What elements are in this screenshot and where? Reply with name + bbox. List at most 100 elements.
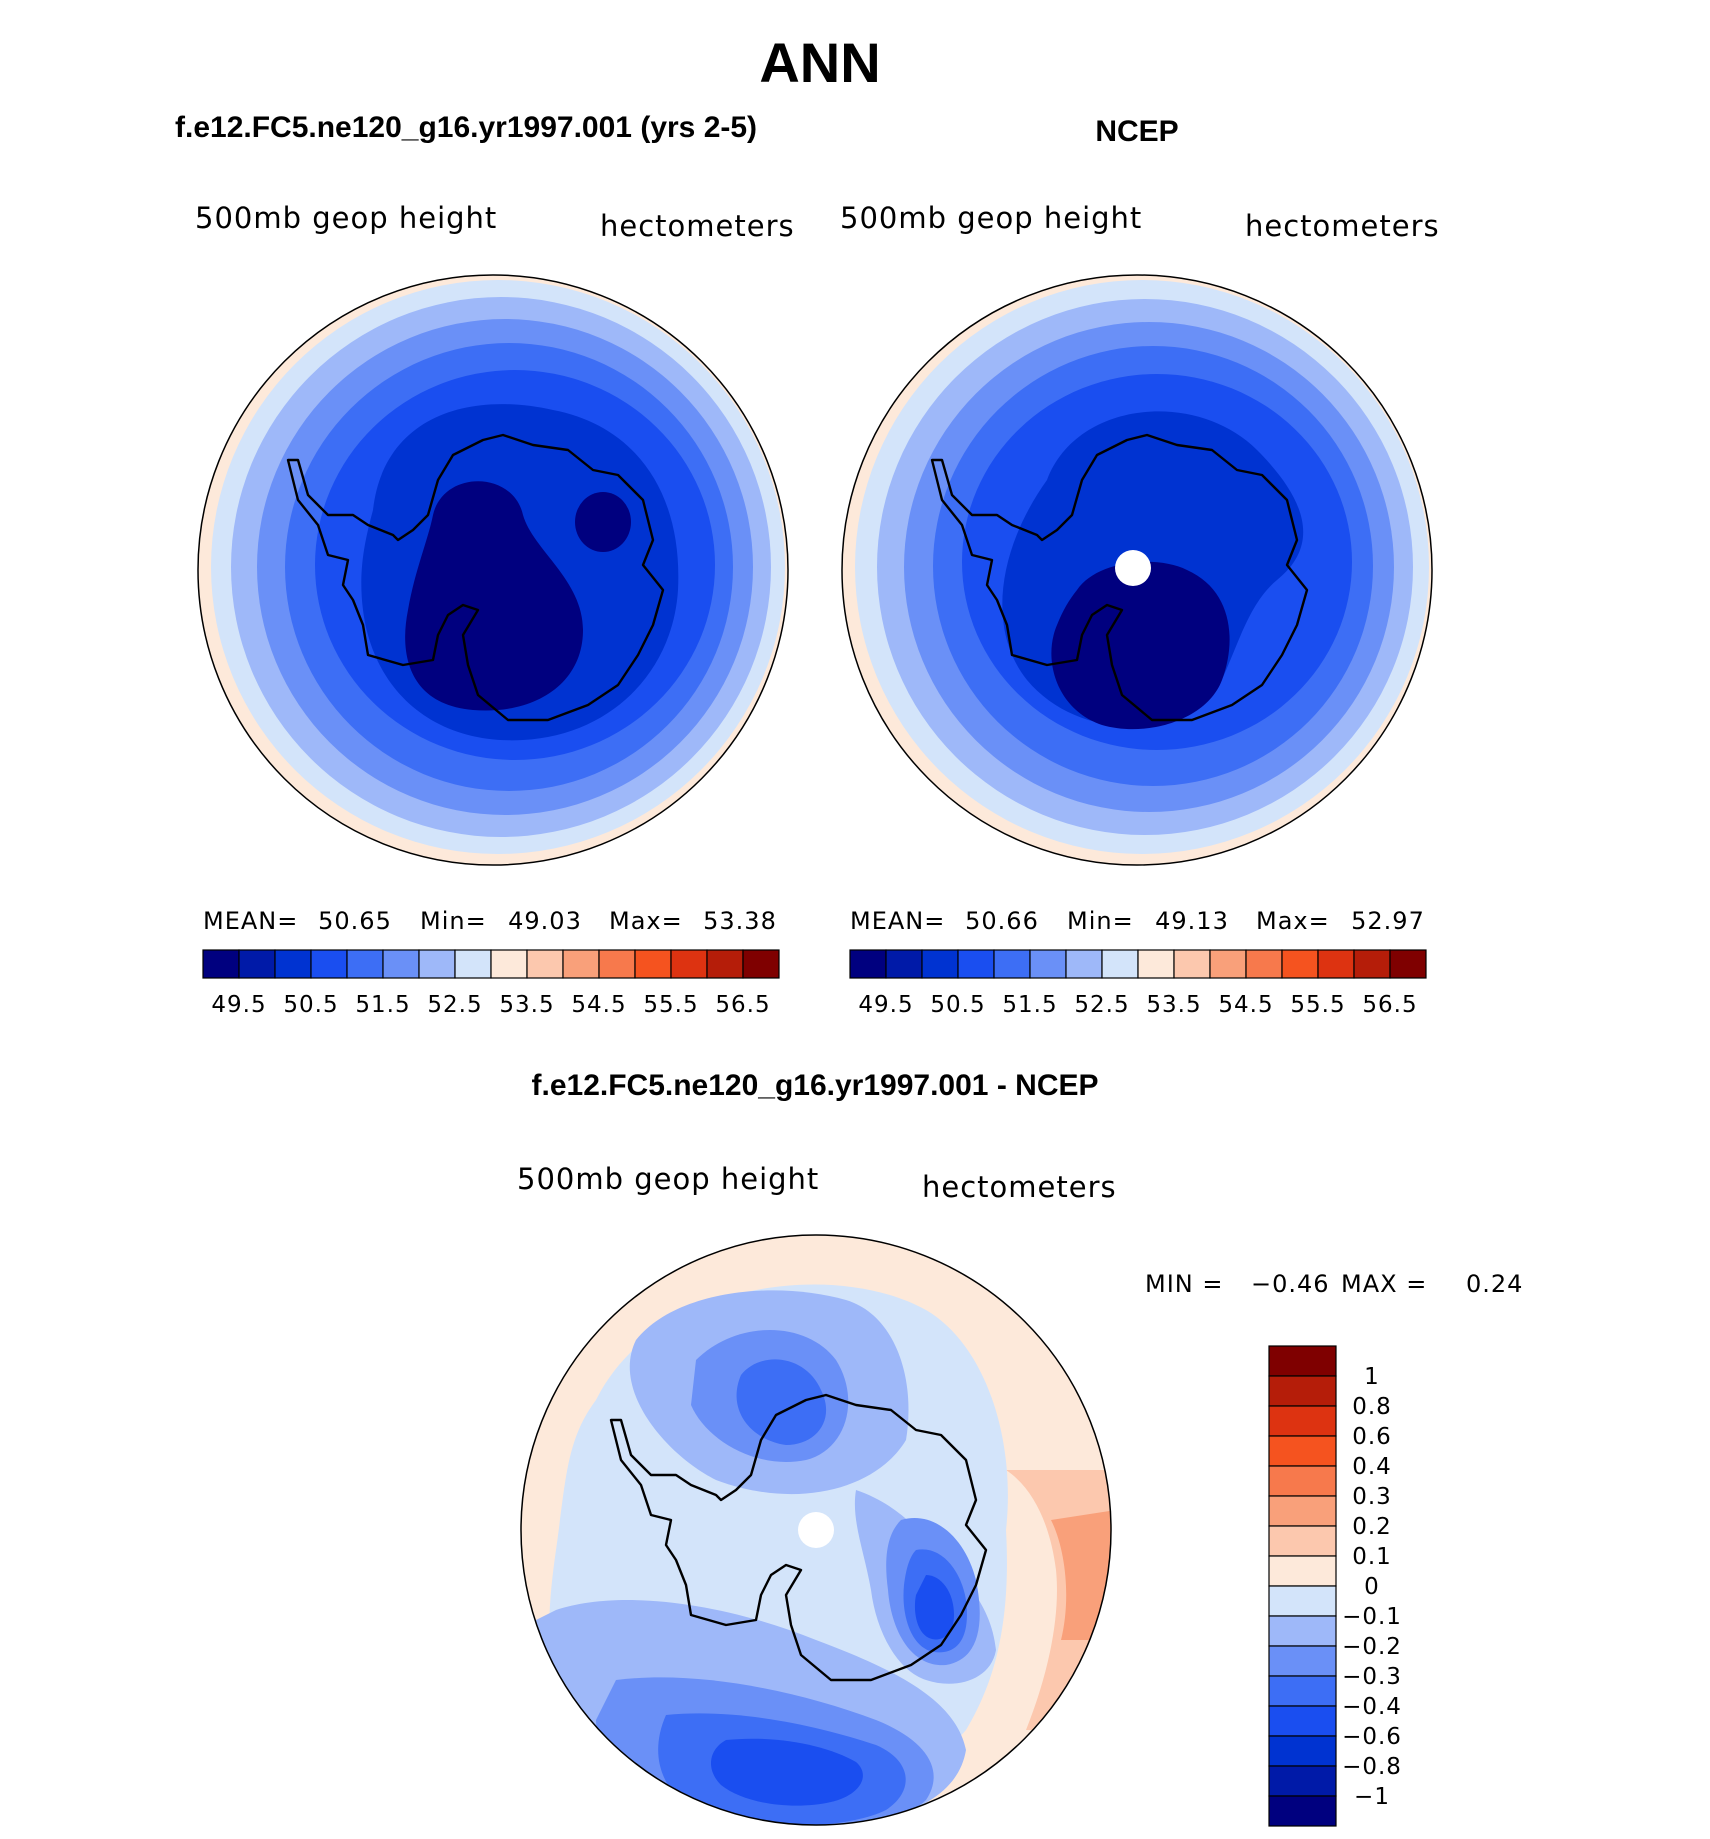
colorbar-tick-label: 0.8 <box>1352 1394 1392 1420</box>
panel-model-max-label: Max= <box>609 907 683 935</box>
panel-diff-max-label: MAX = <box>1341 1270 1427 1298</box>
colorbar-tick-label: 0.6 <box>1352 1424 1392 1450</box>
colorbar-tick-label: 52.5 <box>427 992 482 1018</box>
panel-obs-max-value: 52.97 <box>1351 907 1425 935</box>
colorbar-tick-label: −0.2 <box>1342 1634 1402 1660</box>
colorbar-tick-label: 55.5 <box>643 992 698 1018</box>
panel-obs-mean-value: 50.66 <box>965 907 1039 935</box>
panel-diff-field-label: 500mb geop height <box>517 1162 819 1196</box>
map-band <box>575 492 631 552</box>
pole-missing-data <box>798 1512 834 1548</box>
colorbar-tick-label: 53.5 <box>499 992 554 1018</box>
panel-diff-max-value: 0.24 <box>1466 1270 1523 1298</box>
colorbar-swatch <box>1065 949 1103 979</box>
colorbar-swatch <box>1268 1555 1337 1587</box>
colorbar-swatch <box>993 949 1031 979</box>
colorbar-swatch <box>274 949 312 979</box>
colorbar-swatch <box>957 949 995 979</box>
figure-title: ANN <box>759 31 880 94</box>
panel-model-units-label: hectometers <box>600 209 795 243</box>
colorbar-swatch <box>1268 1465 1337 1497</box>
panel-diff-min-value: −0.46 <box>1251 1270 1330 1298</box>
colorbar-swatch <box>742 949 780 979</box>
panel-obs-title: NCEP <box>1095 115 1178 148</box>
colorbar-tick-label: 54.5 <box>571 992 626 1018</box>
colorbar-swatch <box>310 949 348 979</box>
colorbar-swatch <box>1317 949 1355 979</box>
colorbar-model: 49.5 50.5 51.5 52.5 53.5 54.5 55.5 56.5 <box>202 949 780 1018</box>
colorbar-swatch <box>1101 949 1139 979</box>
colorbar-swatch <box>238 949 276 979</box>
map-border <box>197 274 789 866</box>
colorbar-tick-label: 0 <box>1364 1574 1380 1600</box>
colorbar-swatch <box>1268 1735 1337 1767</box>
colorbar-tick-label: 51.5 <box>355 992 410 1018</box>
colorbar-tick-label: 50.5 <box>283 992 338 1018</box>
colorbar-swatch <box>526 949 564 979</box>
colorbar-swatch <box>1268 1675 1337 1707</box>
map-band <box>914 1575 954 1640</box>
panel-model-min-value: 49.03 <box>508 907 582 935</box>
panel-model-min-label: Min= <box>420 907 487 935</box>
map-band <box>736 1359 827 1445</box>
colorbar-tick-label: −0.8 <box>1342 1754 1402 1780</box>
colorbar-tick-label: −0.4 <box>1342 1694 1402 1720</box>
colorbar-swatch <box>670 949 708 979</box>
colorbar-tick-label: 51.5 <box>1002 992 1057 1018</box>
colorbar-tick-label: −1 <box>1354 1784 1390 1810</box>
map-band <box>405 481 583 711</box>
panel-diff-title: f.e12.FC5.ne120_g16.yr1997.001 - NCEP <box>532 1069 1099 1102</box>
colorbar-swatch <box>1281 949 1319 979</box>
panel-diff-units-label: hectometers <box>922 1170 1117 1204</box>
colorbar-swatch <box>885 949 923 979</box>
panel-obs-mean-label: MEAN= <box>850 907 945 935</box>
panel-obs-max-label: Max= <box>1256 907 1330 935</box>
colorbar-swatch <box>1389 949 1427 979</box>
colorbar-tick-label: 1 <box>1364 1364 1380 1390</box>
map-band <box>1051 561 1230 730</box>
panel-model-mean-value: 50.65 <box>318 907 392 935</box>
colorbar-swatch <box>921 949 959 979</box>
colorbar-swatch <box>1245 949 1283 979</box>
colorbar-swatch <box>1173 949 1211 979</box>
colorbar-swatch <box>562 949 600 979</box>
map-band <box>1051 1510 1111 1640</box>
panel-model-mean-label: MEAN= <box>203 907 298 935</box>
colorbar-swatch <box>1268 1765 1337 1797</box>
colorbar-swatch <box>1268 1525 1337 1557</box>
panel-model-title: f.e12.FC5.ne120_g16.yr1997.001 (yrs 2-5) <box>175 111 757 144</box>
colorbar-tick-label: 56.5 <box>1362 992 1417 1018</box>
colorbar-swatch <box>1268 1375 1337 1407</box>
colorbar-tick-label: 54.5 <box>1218 992 1273 1018</box>
colorbar-tick-label: 52.5 <box>1074 992 1129 1018</box>
map-band <box>710 1738 863 1806</box>
colorbar-tick-label: 0.2 <box>1352 1514 1392 1540</box>
map-border <box>520 1234 1112 1826</box>
colorbar-swatch <box>849 949 887 979</box>
colorbar-swatch <box>1268 1495 1337 1527</box>
panel-obs-field-label: 500mb geop height <box>840 201 1142 235</box>
colorbar-swatch <box>418 949 456 979</box>
colorbar-swatch <box>1268 1705 1337 1737</box>
colorbar-tick-label: 49.5 <box>858 992 913 1018</box>
pole-missing-data <box>1115 550 1151 586</box>
colorbar-swatch <box>706 949 744 979</box>
colorbar-tick-label: −0.3 <box>1342 1664 1402 1690</box>
panel-obs-min-value: 49.13 <box>1155 907 1229 935</box>
colorbar-swatch <box>1268 1345 1337 1377</box>
colorbar-tick-label: 55.5 <box>1290 992 1345 1018</box>
colorbar-tick-label: 53.5 <box>1146 992 1201 1018</box>
colorbar-tick-label: 49.5 <box>211 992 266 1018</box>
colorbar-tick-label: −0.6 <box>1342 1724 1402 1750</box>
panel-model-max-value: 53.38 <box>703 907 777 935</box>
panel-obs-min-label: Min= <box>1067 907 1134 935</box>
colorbar-swatch <box>1137 949 1175 979</box>
colorbar-swatch <box>1029 949 1067 979</box>
colorbar-diff: 1 0.8 0.6 0.4 0.3 0.2 0.1 0 −0.1 −0.2 −0.3 −0.4 −0.6… <box>1268 1345 1402 1827</box>
colorbar-tick-label: 0.1 <box>1352 1544 1392 1570</box>
panel-obs-units-label: hectometers <box>1245 209 1440 243</box>
colorbar-obs: 49.5 50.5 51.5 52.5 53.5 54.5 55.5 56.5 <box>849 949 1427 1018</box>
colorbar-swatch <box>634 949 672 979</box>
colorbar-swatch <box>1268 1615 1337 1647</box>
colorbar-swatch <box>490 949 528 979</box>
